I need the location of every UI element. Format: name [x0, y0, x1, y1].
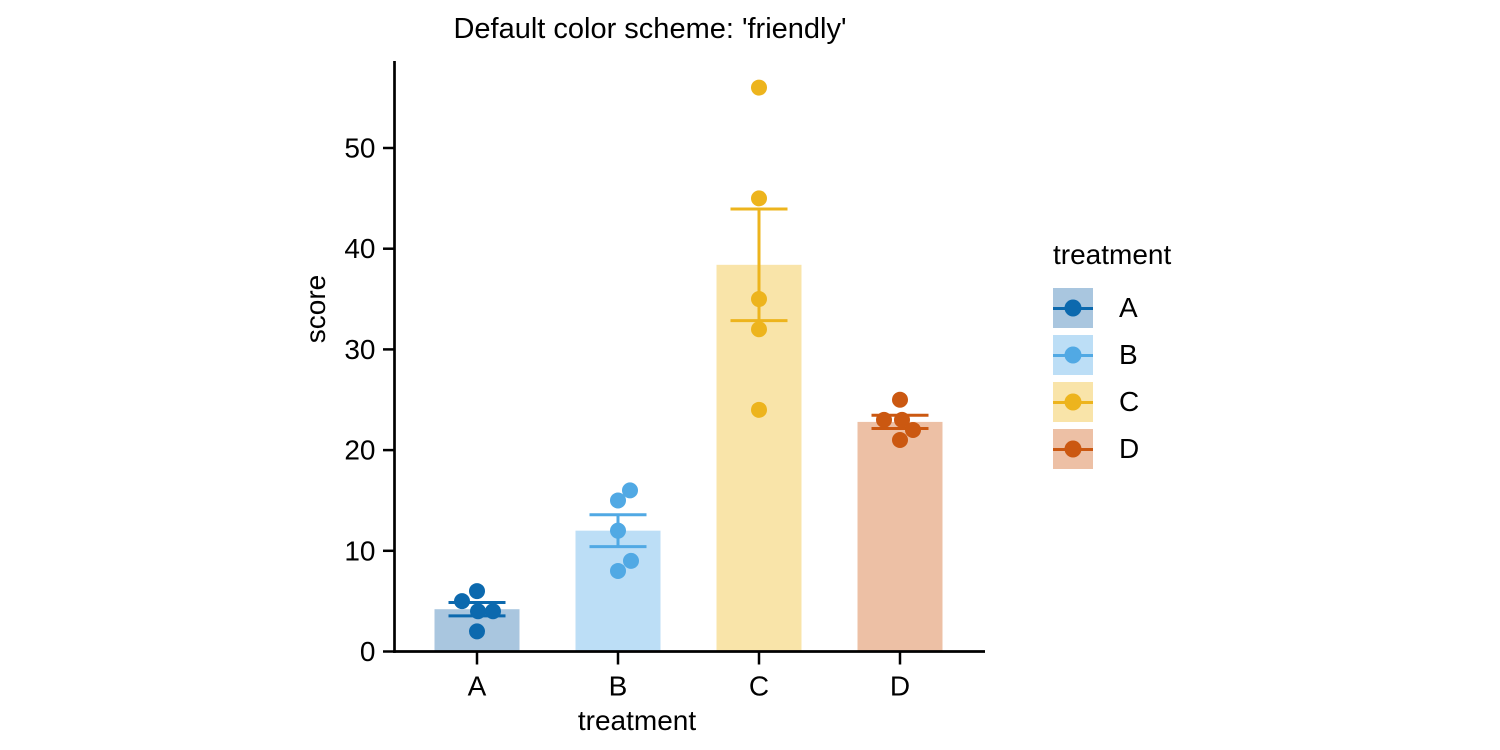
legend-swatch-a-icon: [1053, 288, 1093, 328]
svg-text:50: 50: [344, 133, 375, 164]
legend-point-icon: [1064, 299, 1082, 317]
svg-text:A: A: [468, 671, 487, 702]
svg-text:0: 0: [360, 636, 376, 667]
svg-text:10: 10: [344, 535, 375, 566]
legend-title: treatment: [1053, 239, 1172, 270]
chart-title: Default color scheme: 'friendly': [453, 13, 847, 45]
legend-entry-c: C: [1053, 382, 1171, 422]
legend-label-b: B: [1119, 339, 1138, 370]
legend-point-icon: [1064, 346, 1082, 364]
x-axis-title: treatment: [577, 705, 697, 736]
svg-text:20: 20: [344, 435, 375, 466]
legend-entry-b: B: [1053, 335, 1171, 375]
svg-text:D: D: [890, 671, 910, 702]
svg-text:C: C: [749, 671, 769, 702]
legend: treatment A B C: [1053, 240, 1171, 476]
legend-label-c: C: [1119, 386, 1140, 417]
legend-entry-d: D: [1053, 429, 1171, 469]
legend-point-icon: [1064, 393, 1082, 411]
y-axis-title: score: [300, 274, 331, 344]
legend-point-icon: [1064, 440, 1082, 458]
legend-label-d: D: [1119, 433, 1140, 464]
svg-text:30: 30: [344, 334, 375, 365]
legend-swatch-d-icon: [1053, 429, 1093, 469]
svg-text:B: B: [609, 671, 628, 702]
legend-entry-a: A: [1053, 288, 1171, 328]
svg-text:40: 40: [344, 233, 375, 264]
legend-swatch-c-icon: [1053, 382, 1093, 422]
legend-label-a: A: [1119, 292, 1138, 323]
legend-swatch-b-icon: [1053, 335, 1093, 375]
